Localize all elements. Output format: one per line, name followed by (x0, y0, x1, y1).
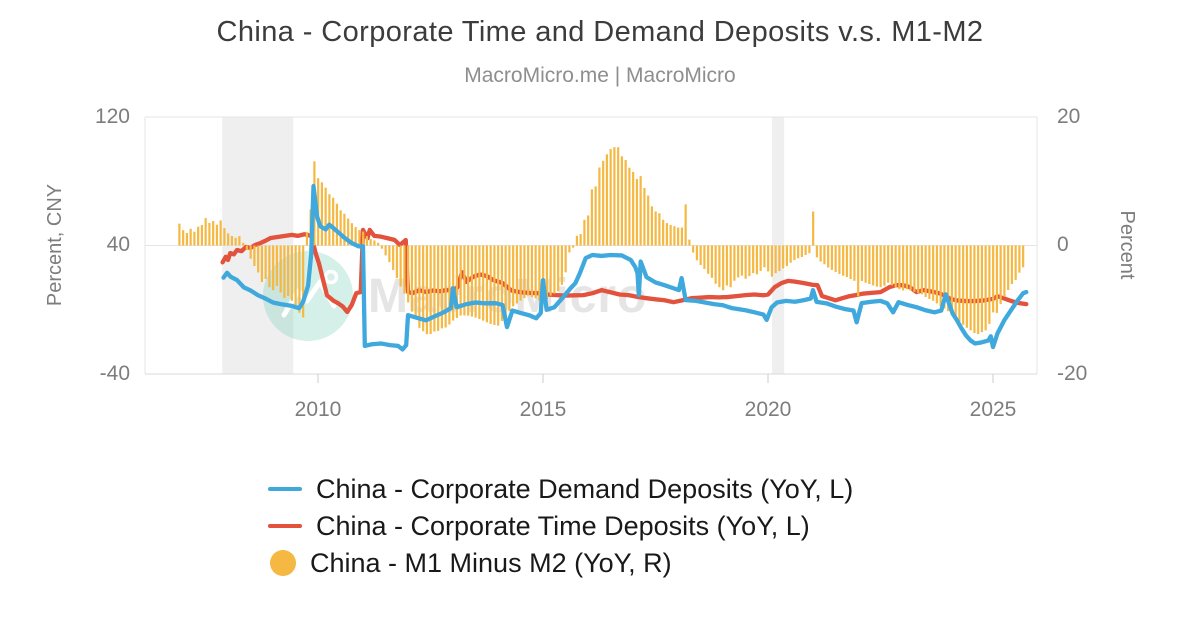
right-axis-tick-0: 0 (1057, 233, 1069, 256)
left-axis-tick-120: 120 (94, 105, 130, 128)
legend-item-time-deposits[interactable]: China - Corporate Time Deposits (YoY, L) (268, 510, 853, 541)
macromicro-watermark-text: MacroMicro (368, 270, 647, 323)
legend-item-demand-deposits[interactable]: China - Corporate Demand Deposits (YoY, … (268, 473, 854, 504)
left-axis-title: Percent, CNY (44, 183, 66, 307)
x-axis-tick-2015: 2015 (519, 398, 567, 421)
legend-label: China - M1 Minus M2 (YoY, R) (310, 547, 672, 578)
demand-deposits-line (221, 183, 1029, 352)
legend: China - Corporate Demand Deposits (YoY, … (268, 473, 854, 586)
left-axis-tick-40: 40 (106, 233, 130, 256)
chart-subtitle: MacroMicro.me | MacroMicro (464, 64, 736, 87)
left-axis-tick--40: -40 (99, 362, 130, 385)
x-axis-tick-2010: 2010 (294, 398, 342, 421)
legend-label: China - Corporate Time Deposits (YoY, L) (316, 510, 810, 541)
demand-deposits-line-swatch-icon (268, 486, 302, 492)
legend-item-m1-minus-m2[interactable]: China - M1 Minus M2 (YoY, R) (268, 547, 853, 578)
time-deposits-line (220, 227, 1029, 315)
time-deposits-line-swatch-icon (268, 523, 302, 529)
legend-label: China - Corporate Demand Deposits (YoY, … (316, 473, 854, 504)
x-axis-tick-2020: 2020 (744, 398, 792, 421)
m1-minus-m2-circle-swatch-icon (270, 550, 296, 576)
right-axis-tick-20: 20 (1057, 105, 1081, 128)
page-title: China - Corporate Time and Demand Deposi… (216, 16, 984, 48)
x-axis-tick-2025: 2025 (969, 398, 1017, 421)
right-axis-tick--20: -20 (1057, 362, 1088, 385)
